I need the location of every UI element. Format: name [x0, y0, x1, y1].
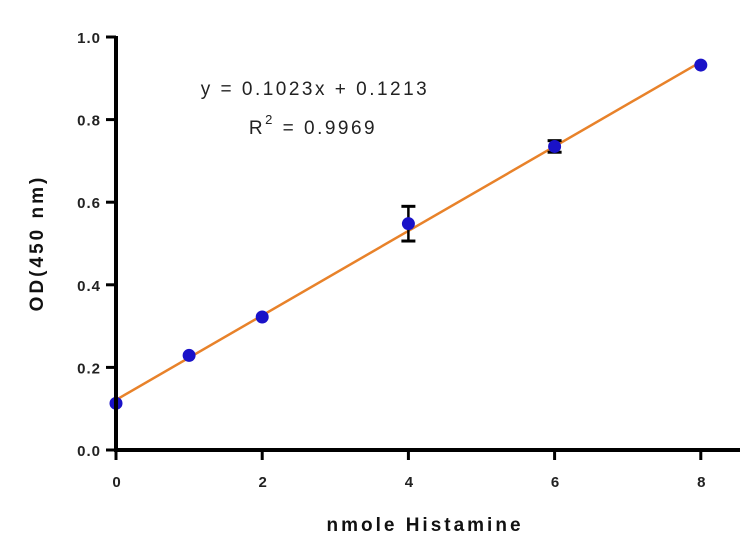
y-tick-label: 0.6: [77, 195, 101, 212]
y-tick-label: 0.8: [77, 113, 101, 130]
y-axis-ticks: 0.0 0.2 0.4 0.6 0.8 1.0: [77, 30, 116, 460]
x-tick-label: 6: [551, 474, 560, 491]
data-point: [255, 310, 269, 324]
y-axis-title: OD(450 nm): [27, 175, 48, 312]
r-squared-label: R2 = 0.9969: [249, 112, 377, 139]
y-tick-label: 0.4: [77, 278, 101, 295]
y-tick-label: 1.0: [77, 30, 101, 47]
data-point: [548, 139, 562, 153]
y-tick-label: 0.2: [77, 360, 101, 377]
x-tick-label: 8: [697, 474, 706, 491]
r-squared-superscript: 2: [265, 112, 275, 127]
data-point: [401, 217, 415, 231]
r-squared-value: = 0.9969: [275, 118, 377, 139]
x-tick-label: 4: [405, 474, 414, 491]
regression-equation: y = 0.1023x + 0.1213: [201, 79, 430, 100]
data-point: [694, 58, 708, 72]
x-axis-title: nmole Histamine: [326, 515, 523, 536]
r-squared-prefix: R: [249, 118, 265, 139]
x-axis-ticks: 0 2 4 6 8: [112, 450, 706, 491]
plot-area: [109, 58, 708, 410]
data-point: [182, 348, 196, 362]
y-tick-label: 0.0: [77, 443, 101, 460]
x-tick-label: 2: [259, 474, 268, 491]
x-tick-label: 0: [112, 474, 121, 491]
